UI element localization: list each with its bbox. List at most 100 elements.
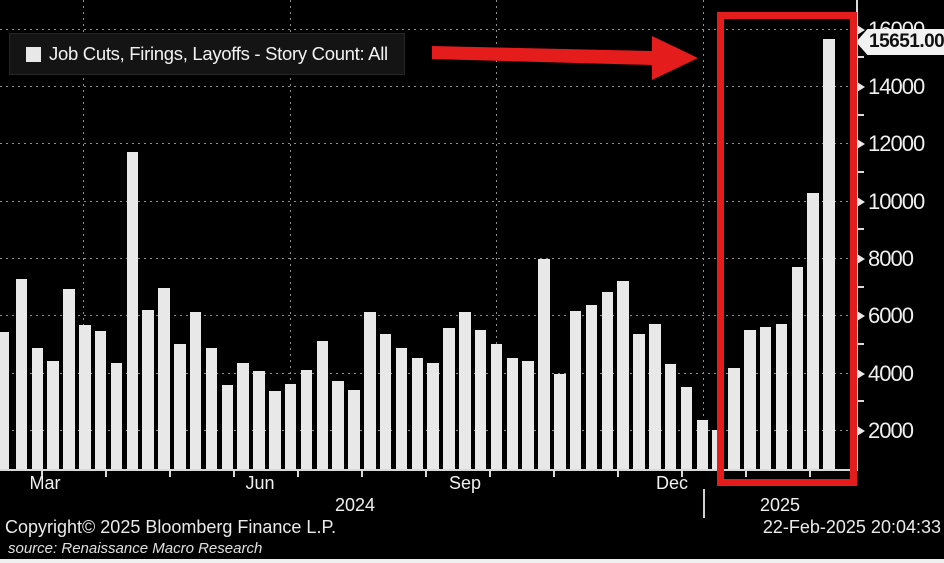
bar (696, 419, 709, 470)
bar (506, 358, 519, 470)
y-axis-value: 4000 (868, 360, 914, 386)
bar (569, 310, 582, 470)
y-axis-value: 8000 (868, 245, 914, 271)
bar (300, 369, 313, 470)
y-axis-value: 10000 (868, 188, 925, 214)
gridline-h (0, 257, 857, 259)
x-axis-month-label: Dec (655, 473, 689, 493)
tick-arrow-icon (857, 81, 865, 92)
bar (807, 193, 819, 470)
source-attribution: source: Renaissance Macro Research (8, 540, 263, 557)
bar (316, 341, 329, 470)
bar (126, 151, 139, 470)
gridline-v (496, 0, 497, 470)
tick-arrow-icon (857, 425, 865, 436)
x-axis-month-label: Mar (29, 473, 61, 493)
bar (189, 312, 202, 470)
bar (823, 38, 835, 470)
y-axis-tick-label: 14000 (857, 73, 944, 99)
y-axis-value: 2000 (868, 417, 914, 443)
gridline-h (0, 315, 857, 317)
y-axis-line (856, 0, 858, 471)
x-axis-year-label: 2024 (334, 495, 376, 515)
x-axis-tick (489, 471, 491, 477)
x-axis-tick (297, 471, 299, 477)
bar (538, 259, 550, 470)
legend-swatch-icon (26, 46, 41, 62)
y-axis-value: 6000 (868, 303, 914, 329)
bar (459, 312, 471, 470)
bar (47, 361, 59, 470)
y-axis-tick-label: 4000 (857, 360, 944, 386)
x-axis-month-label: Jun (245, 473, 275, 493)
tick-arrow-icon (857, 24, 865, 35)
gridline-v (290, 0, 291, 470)
last-value-tag: 15651.00 (856, 29, 944, 55)
gridline-h (0, 85, 857, 87)
bar (284, 384, 297, 470)
bar (348, 389, 360, 470)
bar (633, 333, 645, 470)
x-axis-tick (233, 471, 235, 477)
x-axis-tick (361, 471, 363, 477)
x-axis-tick (105, 471, 107, 477)
bar (142, 309, 154, 470)
bar (253, 371, 265, 470)
bar (110, 362, 123, 470)
bar (269, 391, 281, 470)
x-axis-year-label: 2025 (759, 495, 801, 515)
y-axis-value: 14000 (868, 73, 925, 99)
tick-arrow-icon (857, 139, 865, 150)
bar (15, 279, 28, 470)
x-axis-tick (169, 471, 171, 477)
bar (664, 363, 677, 470)
bar (680, 386, 693, 470)
bar (775, 323, 788, 470)
y-axis-tick-label: 12000 (857, 132, 944, 156)
gridline-v (83, 0, 84, 470)
bar (0, 332, 9, 470)
y-axis-minor-tick (857, 56, 864, 59)
bar (364, 312, 376, 470)
timestamp-text: 22-Feb-2025 20:04:33 (762, 517, 941, 537)
bar (31, 348, 44, 470)
y-axis-minor-tick (857, 228, 864, 231)
year-separator-line (703, 489, 705, 518)
bar (649, 323, 661, 470)
gridline-h (0, 143, 857, 145)
bar (332, 381, 344, 470)
y-axis-minor-tick (857, 400, 864, 403)
bar (411, 358, 424, 470)
y-axis-minor-tick (857, 285, 864, 288)
bar (427, 362, 439, 470)
x-axis-tick (425, 471, 427, 477)
copyright-text: Copyright© 2025 Bloomberg Finance L.P. (5, 517, 337, 537)
bar (158, 288, 170, 470)
plot-area (0, 0, 857, 470)
y-axis-tick-label: 2000 (857, 417, 944, 443)
bar (221, 385, 234, 470)
x-axis-tick (41, 471, 43, 477)
y-axis-tick-label: 8000 (857, 245, 944, 271)
tick-arrow-icon (857, 196, 865, 207)
bar (174, 343, 186, 470)
x-axis-tick (681, 471, 683, 477)
x-axis-tick (745, 471, 747, 477)
bar (474, 329, 487, 470)
bar (205, 348, 218, 470)
bar (728, 368, 740, 470)
y-axis-tick-label: 10000 (857, 188, 944, 214)
y-axis-minor-tick (857, 170, 864, 173)
bar (94, 331, 107, 470)
bar (617, 280, 629, 470)
bar (443, 328, 455, 470)
x-axis-month-label: Sep (448, 473, 482, 493)
y-axis-minor-tick (857, 342, 864, 345)
legend[interactable]: Job Cuts, Firings, Layoffs - Story Count… (9, 33, 405, 75)
bar (554, 373, 566, 470)
bar (759, 326, 772, 470)
bar (601, 292, 614, 470)
bar (744, 329, 756, 470)
bottom-border-strip (0, 559, 944, 563)
